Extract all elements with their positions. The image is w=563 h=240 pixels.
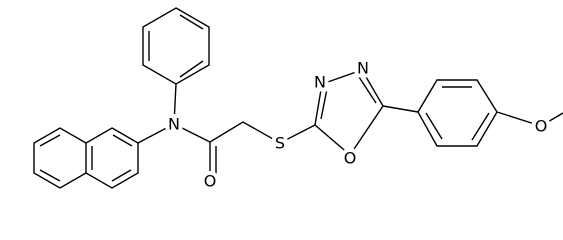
chain-bonds [209,121,316,144]
atom-labels: N O S N N O O [164,55,551,195]
naphthalene-double-bonds [39,134,133,182]
phenyl-double-bonds [148,14,204,78]
methoxyphenyl-ring [417,79,498,147]
atom-label: S [275,134,285,153]
atom-label: O [204,172,217,191]
naphthalene-ring-right [85,127,139,189]
oxadiazole-ring [314,69,384,157]
atom-label: N [357,59,369,78]
methoxyphenyl-double-bonds [425,86,490,141]
ring-link-bond [382,105,419,113]
atom-label: O [344,149,357,168]
atom-label: N [168,115,180,134]
molecule-diagram: N O S N N O O [33,7,563,195]
methoxy-bonds [496,111,563,127]
carbonyl-bond [209,142,217,180]
naphthalene-ring-left [33,127,87,189]
phenyl-ring [142,7,210,85]
oxadiazole-double-bonds [320,76,377,120]
atom-label: N [314,73,326,92]
bonds [33,7,563,189]
amine-bonds [137,83,211,144]
atom-label: O [535,117,548,136]
